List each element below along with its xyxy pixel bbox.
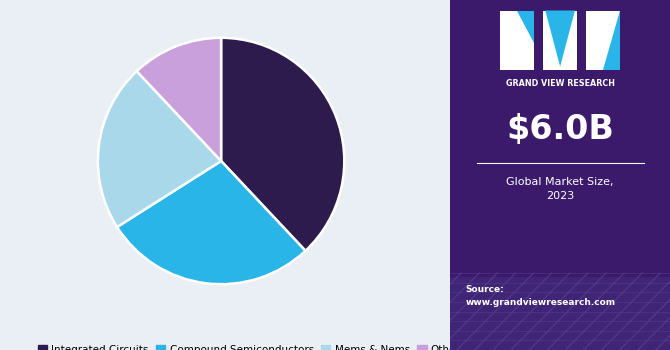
Wedge shape [117,161,306,284]
Bar [543,10,577,70]
Wedge shape [98,71,221,227]
Bar [586,10,620,70]
Wedge shape [137,38,221,161]
Text: $6.0B: $6.0B [506,113,614,146]
Bar [500,10,534,70]
Legend: Integrated Circuits, Compound Semiconductors, Mems & Nems, Others: Integrated Circuits, Compound Semiconduc… [34,341,470,350]
Text: GRAND VIEW RESEARCH: GRAND VIEW RESEARCH [506,79,614,88]
Text: Source:
www.grandviewresearch.com: Source: www.grandviewresearch.com [466,285,616,307]
Polygon shape [517,10,534,43]
Bar [450,276,670,350]
Polygon shape [545,10,575,66]
Text: Global Market Size,
2023: Global Market Size, 2023 [507,177,614,201]
Polygon shape [603,10,620,70]
Wedge shape [221,38,344,251]
